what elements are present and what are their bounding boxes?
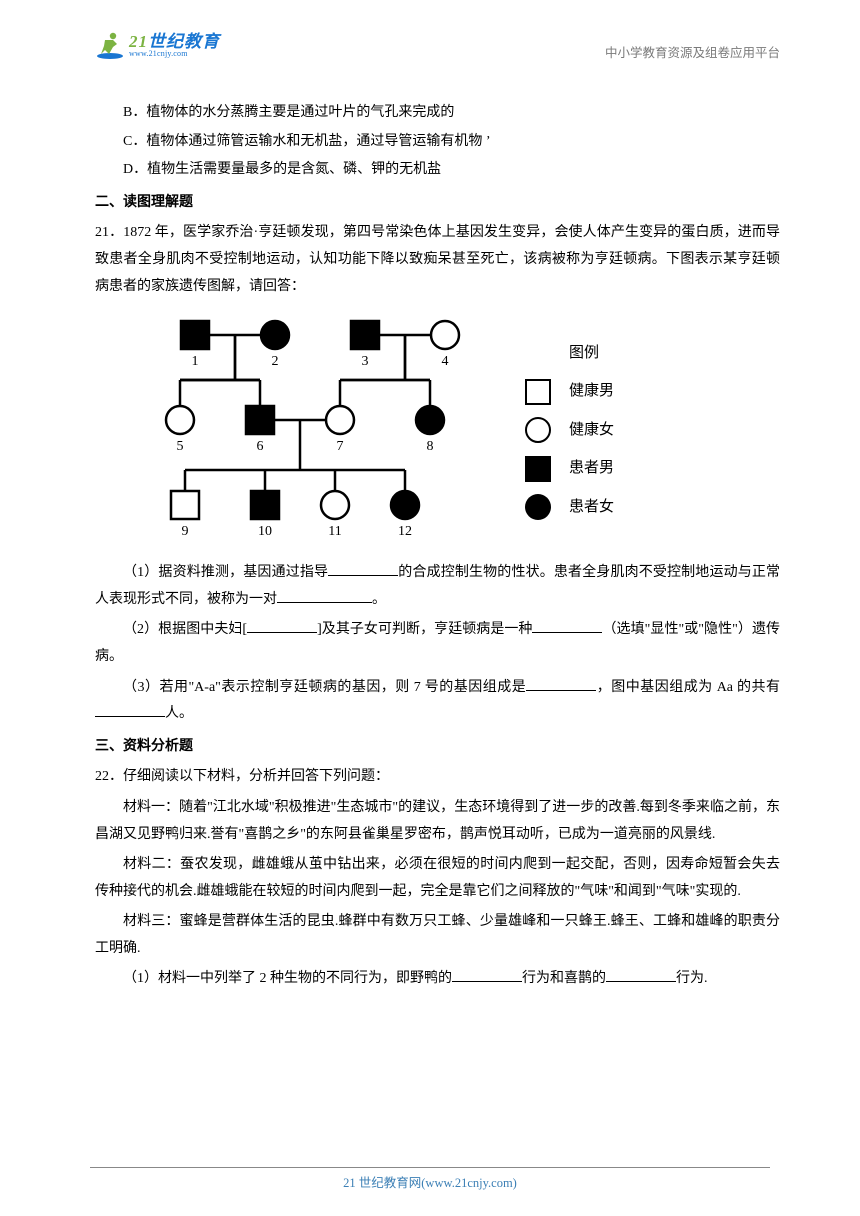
option-b: B．植物体的水分蒸腾主要是通过叶片的气孔来完成的 (95, 100, 780, 127)
blank (452, 967, 522, 982)
q22-material-1: 材料一：随着"江北水域"积极推进"生态城市"的建议，生态环境得到了进一步的改善.… (95, 795, 780, 848)
legend-healthy-f-label: 健康女 (569, 416, 614, 445)
q21-sub2-b: ]及其子女可判断，亨廷顿病是一种 (317, 622, 532, 637)
q21-sub2-a: （2）根据图中夫妇[ (123, 622, 247, 637)
svg-text:10: 10 (258, 524, 272, 539)
svg-text:2: 2 (272, 354, 279, 369)
q22-sub1-b: 行为和喜鹊的 (522, 971, 606, 986)
q21-sub3-a: （3）若用"A-a"表示控制亨廷顿病的基因，则 7 号的基因组成是 (123, 680, 526, 695)
svg-text:7: 7 (337, 439, 344, 454)
q21-sub1-c: 。 (372, 592, 386, 607)
legend-patient-male: 患者男 (525, 454, 614, 483)
q21-sub1-a: （1）据资料推测，基因通过指导 (123, 565, 328, 580)
option-d: D．植物生活需要量最多的是含氮、磷、钾的无机盐 (95, 157, 780, 184)
header-platform-text: 中小学教育资源及组卷应用平台 (605, 42, 780, 66)
legend-healthy-m-label: 健康男 (569, 377, 614, 406)
site-logo: 21世纪教育 www.21cnjy.com (95, 30, 220, 60)
legend-patient-female: 患者女 (525, 493, 614, 522)
square-filled-icon (525, 456, 551, 482)
svg-text:4: 4 (442, 354, 449, 369)
svg-text:9: 9 (182, 524, 189, 539)
blank (95, 702, 165, 717)
section-2-title: 二、读图理解题 (95, 190, 780, 217)
blank (247, 618, 317, 633)
circle-filled-icon (525, 494, 551, 520)
pedigree-legend: 图例 健康男 健康女 患者男 患者女 (525, 329, 614, 532)
pedigree-figure: 123456789101112 图例 健康男 健康女 患者男 患者女 (155, 310, 780, 550)
square-empty-icon (525, 379, 551, 405)
q21-sub3: （3）若用"A-a"表示控制亨廷顿病的基因，则 7 号的基因组成是 ，图中基因组成… (95, 675, 780, 728)
blank (277, 587, 372, 602)
logo-url: www.21cnjy.com (129, 50, 220, 58)
q22-material-2: 材料二：蚕农发现，雌雄蛾从茧中钻出来，必须在很短的时间内爬到一起交配，否则，因寿… (95, 852, 780, 905)
q22-material-3: 材料三：蜜蜂是营群体生活的昆虫.蜂群中有数万只工蜂、少量雄峰和一只蜂王.蜂王、工… (95, 909, 780, 962)
blank (526, 675, 596, 690)
page-header: 21世纪教育 www.21cnjy.com 中小学教育资源及组卷应用平台 (95, 30, 780, 80)
legend-healthy-female: 健康女 (525, 416, 614, 445)
logo-cn-rest: 世纪教育 (148, 32, 220, 51)
q21-sub1: （1）据资料推测，基因通过指导的合成控制生物的性状。患者全身肌肉不受控制地运动与… (95, 560, 780, 613)
svg-text:8: 8 (427, 439, 434, 454)
legend-healthy-male: 健康男 (525, 377, 614, 406)
q21-sub3-c: 人。 (165, 706, 193, 721)
svg-text:12: 12 (398, 524, 412, 539)
page-content: B．植物体的水分蒸腾主要是通过叶片的气孔来完成的 C．植物体通过筛管运输水和无机… (95, 100, 780, 993)
q22-sub1: （1）材料一中列举了 2 种生物的不同行为，即野鸭的 行为和喜鹊的 行为. (95, 966, 780, 993)
q22-sub1-c: 行为. (676, 971, 708, 986)
svg-text:1: 1 (192, 354, 199, 369)
svg-text:6: 6 (257, 439, 264, 454)
legend-patient-f-label: 患者女 (569, 493, 614, 522)
page-footer: 21 世纪教育网(www.21cnjy.com) (0, 1167, 860, 1196)
legend-title: 图例 (569, 339, 599, 368)
footer-text: 21 世纪教育网(www.21cnjy.com) (343, 1176, 517, 1190)
pedigree-svg: 123456789101112 (155, 310, 485, 550)
footer-divider (90, 1167, 770, 1168)
blank (328, 561, 398, 576)
logo-runner-icon (95, 30, 125, 60)
svg-text:5: 5 (177, 439, 184, 454)
svg-text:3: 3 (362, 354, 369, 369)
q22-sub1-a: （1）材料一中列举了 2 种生物的不同行为，即野鸭的 (123, 971, 452, 986)
q21-sub2: （2）根据图中夫妇[]及其子女可判断，亨廷顿病是一种（选填"显性"或"隐性"）遗… (95, 617, 780, 670)
logo-text: 21世纪教育 www.21cnjy.com (129, 33, 220, 58)
circle-empty-icon (525, 417, 551, 443)
blank (532, 618, 602, 633)
q21-sub3-b: ，图中基因组成为 Aa 的共有 (596, 680, 780, 695)
q21-stem: 21．1872 年，医学家乔治·亨廷顿发现，第四号常染色体上基因发生变异，会使人… (95, 220, 780, 300)
section-3-title: 三、资料分析题 (95, 734, 780, 761)
svg-text:11: 11 (328, 524, 341, 539)
q22-stem: 22．仔细阅读以下材料，分析并回答下列问题： (95, 764, 780, 791)
blank (606, 967, 676, 982)
logo-cn-21: 21 (129, 32, 148, 51)
legend-patient-m-label: 患者男 (569, 454, 614, 483)
legend-title-row: 图例 (525, 339, 614, 368)
option-c: C．植物体通过筛管运输水和无机盐，通过导管运输有机物 ’ (95, 129, 780, 156)
